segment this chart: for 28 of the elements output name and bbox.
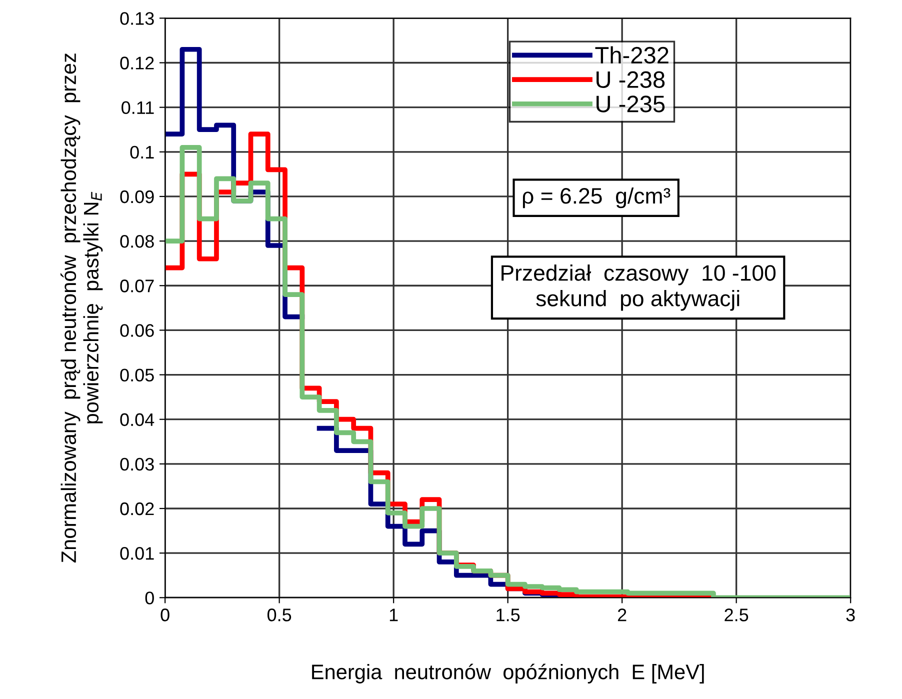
y-tick-label: 0.08 xyxy=(120,234,154,248)
x-tick-label: 0.5 xyxy=(267,608,292,622)
y-tick-label: 0.12 xyxy=(120,56,154,70)
y-tick-label: 0.02 xyxy=(120,502,154,516)
y-tick-label: 0.1 xyxy=(130,146,154,159)
y-tick-label: 0 xyxy=(145,592,154,604)
x-tick-label: 0 xyxy=(160,608,170,622)
legend-label: U -235 xyxy=(596,96,665,112)
annotation: ρ = 6.25 g/cm³ xyxy=(522,187,670,208)
x-tick-label: 2.5 xyxy=(724,608,748,622)
x-tick-label: 1 xyxy=(390,608,398,622)
y-tick-label: 0.05 xyxy=(120,368,154,382)
y-tick-label: 0.03 xyxy=(120,458,154,471)
legend-label: U -238 xyxy=(596,71,665,88)
legend-label: Th-232 xyxy=(595,46,668,64)
x-tick-label: 3 xyxy=(846,608,855,622)
y-tick-label: 0.04 xyxy=(120,413,154,426)
y-tick-label: 0.06 xyxy=(120,324,154,337)
y-tick-label: 0.01 xyxy=(120,547,154,560)
y-tick-label: 0.07 xyxy=(120,280,154,292)
x-tick-label: 1.5 xyxy=(496,608,520,622)
y-tick-label: 0.11 xyxy=(122,101,154,114)
y-axis-title: Znormalizowany prąd neutronów przechodzący przez powierzchnię pastylki N$_{E}$ xyxy=(60,54,103,563)
x-axis-title: Energia neutronów opóźnionych E [MeV] xyxy=(312,664,704,684)
y-tick-label: 0.13 xyxy=(120,12,154,25)
y-tick-label: 0.09 xyxy=(120,190,154,204)
annotation: Przedział czasowy 10 -100 sekund po aktywacji xyxy=(502,264,776,311)
x-tick-label: 2 xyxy=(618,608,626,622)
